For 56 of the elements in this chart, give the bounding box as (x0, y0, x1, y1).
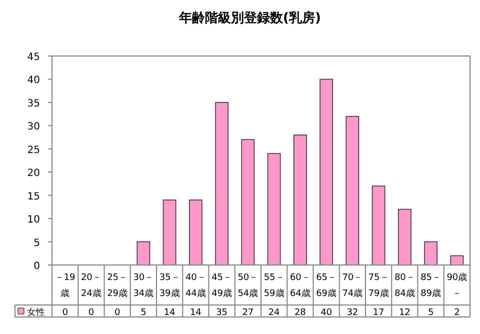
x-tick-label: －19歳 (54, 273, 76, 299)
legend-label: 女性 (27, 307, 45, 318)
y-tick-label: 20 (27, 168, 40, 180)
bar (162, 200, 176, 266)
bar (424, 241, 438, 266)
data-label: 27 (242, 308, 254, 318)
data-label: 28 (294, 308, 306, 318)
bar (241, 139, 255, 266)
data-label: 2 (454, 308, 460, 318)
x-tick-label: 75－79歳 (368, 273, 389, 299)
x-tick-label: 25－29歳 (107, 273, 128, 299)
data-label: 0 (114, 308, 120, 318)
data-label: 5 (140, 308, 146, 318)
bar (189, 200, 202, 266)
x-tick-label: 85－89歳 (420, 273, 442, 299)
y-tick-label: 10 (27, 214, 40, 226)
y-tick-label: 40 (27, 75, 40, 86)
x-tick-label: 30－34歳 (133, 273, 154, 299)
bar (372, 186, 386, 266)
x-tick-label: 20－24歳 (80, 273, 102, 299)
data-label: 14 (164, 308, 176, 318)
data-label: 5 (428, 308, 434, 318)
bar (136, 241, 150, 266)
y-tick-label: 5 (34, 238, 40, 249)
x-tick-label: 70－74歳 (342, 273, 363, 299)
y-tick-label: 35 (27, 98, 40, 110)
bar (294, 134, 307, 266)
y-tick-label: 0 (34, 261, 40, 272)
bar (267, 153, 281, 266)
data-label: 32 (346, 308, 358, 318)
data-label: 40 (320, 308, 332, 318)
data-label: 0 (62, 308, 68, 318)
bar (320, 78, 333, 266)
x-tick-label: 80－84歳 (394, 273, 415, 299)
bar (398, 208, 412, 266)
bar (215, 102, 228, 266)
x-tick-label: 90歳－ (446, 272, 468, 299)
data-label: 12 (398, 308, 410, 318)
y-tick-label: 15 (27, 191, 40, 202)
y-tick-label: 45 (27, 52, 40, 63)
y-tick-label: 30 (27, 122, 40, 133)
data-label: 0 (88, 308, 94, 318)
data-label: 35 (216, 308, 228, 318)
x-tick-label: 50－54歳 (238, 273, 258, 299)
x-tick-label: 40－44歳 (185, 273, 206, 299)
x-tick-label: 35－39歳 (159, 273, 180, 299)
x-tick-label: 65－69歳 (316, 273, 337, 299)
x-tick-label: 55－59歳 (264, 273, 284, 299)
data-label: 17 (372, 308, 384, 318)
data-label: 24 (268, 308, 280, 318)
x-tick-label: 45－49歳 (212, 273, 232, 299)
bar (346, 116, 360, 266)
chart-title: 年齢階級別登録数(乳房) (178, 10, 321, 26)
y-tick-label: 25 (27, 144, 40, 156)
x-tick-label: 60－64歳 (290, 273, 310, 299)
data-label: 14 (190, 308, 202, 318)
